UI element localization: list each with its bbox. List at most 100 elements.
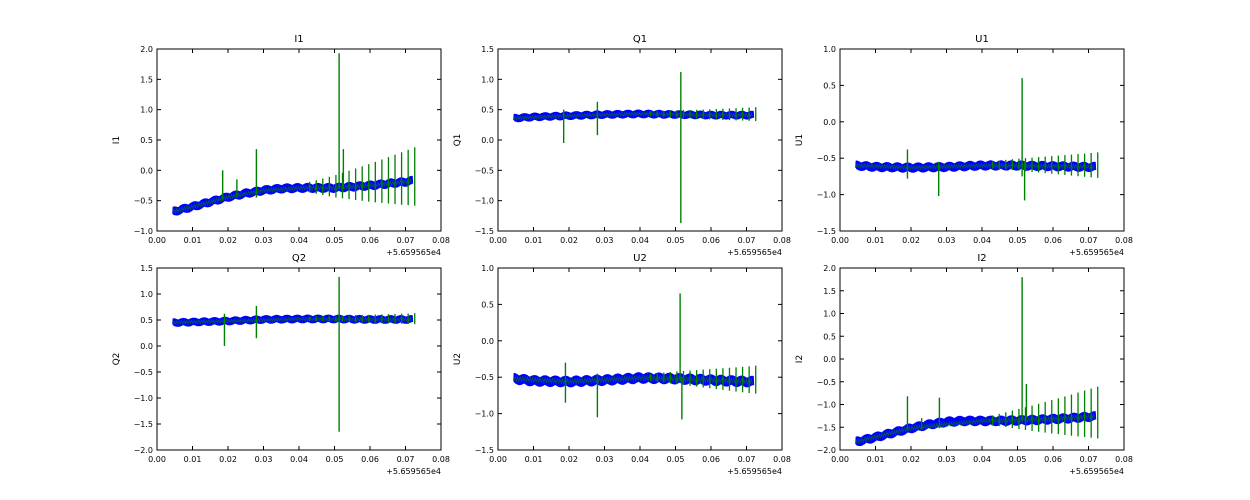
- y-tick-label: 0.5: [140, 316, 153, 325]
- x-tick-label: 0.00: [831, 455, 849, 464]
- y-axis-label: Q2: [112, 353, 122, 366]
- x-tick-label: 0.02: [560, 236, 578, 245]
- y-axis-label: I1: [112, 136, 122, 144]
- x-tick-label: 0.05: [667, 455, 685, 464]
- x-tick-label: 0.03: [596, 455, 614, 464]
- x-tick-label: 0.07: [1080, 236, 1098, 245]
- x-tick-label: 0.02: [560, 455, 578, 464]
- x-tick-label: 0.05: [1009, 455, 1027, 464]
- subplot-i2: 0.00 0.01 0.02 0.03 0.04 0.05 0.06 0.07 0.08 −2.0…: [795, 253, 1133, 476]
- y-axis-label: U1: [795, 134, 805, 146]
- x-tick-label: 0.03: [255, 455, 273, 464]
- x-tick-label: 0.06: [1044, 236, 1062, 245]
- x-tick-label: 0.02: [902, 236, 920, 245]
- y-tick-label: 0.5: [481, 106, 494, 115]
- y-tick-label: −1.0: [817, 401, 836, 410]
- subplot-i1: 0.00 0.01 0.02 0.03 0.04 0.05 0.06 0.07 0.08 −1.0…: [112, 34, 450, 257]
- x-tick-label: 0.02: [219, 236, 237, 245]
- y-tick-label: −0.5: [475, 373, 494, 382]
- y-tick-label: −1.5: [475, 446, 494, 455]
- x-offset-label: +5.659565e4: [1069, 248, 1124, 257]
- x-offset-label: +5.659565e4: [727, 467, 782, 476]
- x-tick-label: 0.06: [702, 455, 720, 464]
- x-tick-label: 0.08: [1115, 455, 1133, 464]
- x-tick-label: 0.07: [738, 455, 756, 464]
- x-tick-label: 0.01: [184, 455, 202, 464]
- subplot-title: I1: [294, 34, 303, 45]
- y-tick-label: −2.0: [134, 446, 153, 455]
- subplot-u2: 0.00 0.01 0.02 0.03 0.04 0.05 0.06 0.07 0.08 −1.5…: [453, 253, 791, 476]
- y-tick-label: 1.0: [823, 45, 836, 54]
- y-tick-label: −0.5: [817, 154, 836, 163]
- y-tick-label: 0.5: [481, 300, 494, 309]
- subplot-title: I2: [977, 253, 986, 264]
- y-tick-label: −0.5: [134, 197, 153, 206]
- x-tick-label: 0.06: [1044, 455, 1062, 464]
- x-tick-label: 0.03: [255, 236, 273, 245]
- x-tick-label: 0.05: [326, 455, 344, 464]
- subplot-title: U1: [975, 34, 989, 45]
- y-axis-label: U2: [453, 353, 463, 365]
- y-tick-label: 0.5: [823, 332, 836, 341]
- series-green-line: [172, 177, 412, 215]
- x-tick-label: 0.02: [219, 455, 237, 464]
- series-green-line: [855, 413, 1095, 445]
- plot-area: [513, 72, 757, 224]
- y-tick-label: −0.5: [475, 166, 494, 175]
- x-tick-label: 0.02: [902, 455, 920, 464]
- plot-area: [513, 293, 757, 420]
- x-tick-label: 0.08: [1115, 236, 1133, 245]
- x-tick-label: 0.01: [525, 236, 543, 245]
- x-tick-label: 0.03: [938, 236, 956, 245]
- y-tick-label: 1.5: [481, 45, 494, 54]
- y-tick-label: 0.0: [140, 166, 153, 175]
- plot-area: [855, 277, 1099, 447]
- x-tick-label: 0.08: [773, 236, 791, 245]
- series-green-line: [855, 162, 1095, 171]
- y-tick-label: −1.5: [817, 227, 836, 236]
- x-tick-label: 0.00: [489, 455, 507, 464]
- x-tick-label: 0.00: [489, 236, 507, 245]
- y-tick-label: 0.0: [823, 118, 836, 127]
- x-tick-label: 0.04: [973, 236, 991, 245]
- y-tick-label: −0.5: [134, 368, 153, 377]
- subplot-u1: 0.00 0.01 0.02 0.03 0.04 0.05 0.06 0.07 0.08 −1.5…: [795, 34, 1133, 257]
- x-tick-label: 0.03: [596, 236, 614, 245]
- x-tick-label: 0.01: [867, 236, 885, 245]
- y-tick-label: 1.5: [823, 287, 836, 296]
- x-tick-label: 0.06: [702, 236, 720, 245]
- subplot-title: Q2: [292, 253, 306, 264]
- x-tick-label: 0.04: [631, 236, 649, 245]
- y-axis-label: Q1: [453, 134, 463, 147]
- subplot-title: Q1: [633, 34, 647, 45]
- x-tick-label: 0.00: [831, 236, 849, 245]
- y-tick-label: 0.0: [481, 337, 494, 346]
- x-tick-label: 0.04: [290, 236, 308, 245]
- y-tick-label: 1.5: [140, 75, 153, 84]
- x-tick-label: 0.08: [432, 236, 450, 245]
- y-axis-label: I2: [795, 355, 805, 363]
- y-tick-label: −1.0: [817, 191, 836, 200]
- y-tick-label: 1.5: [140, 264, 153, 273]
- x-tick-label: 0.05: [1009, 236, 1027, 245]
- x-tick-label: 0.00: [148, 455, 166, 464]
- subplot-title: U2: [633, 253, 647, 264]
- x-tick-label: 0.05: [326, 236, 344, 245]
- y-tick-label: 0.0: [481, 136, 494, 145]
- x-tick-label: 0.01: [184, 236, 202, 245]
- x-tick-label: 0.04: [631, 455, 649, 464]
- y-tick-label: 1.0: [140, 290, 153, 299]
- subplot-q2: 0.00 0.01 0.02 0.03 0.04 0.05 0.06 0.07 0.08 −2.0…: [112, 253, 450, 476]
- y-tick-label: 1.0: [481, 75, 494, 84]
- y-tick-label: 1.0: [140, 106, 153, 115]
- y-tick-label: 0.5: [140, 136, 153, 145]
- y-tick-label: −0.5: [817, 378, 836, 387]
- x-tick-label: 0.08: [432, 455, 450, 464]
- y-tick-label: 0.0: [140, 342, 153, 351]
- y-tick-label: −1.5: [475, 227, 494, 236]
- series-green-line: [513, 374, 753, 386]
- y-tick-label: −1.0: [134, 227, 153, 236]
- plot-area: [172, 53, 416, 216]
